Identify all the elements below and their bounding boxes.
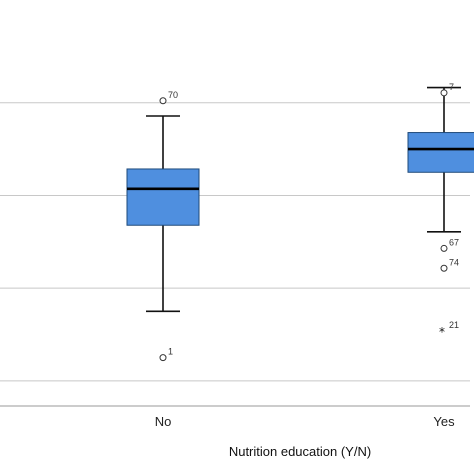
outlier-circle-yes-67 (440, 244, 448, 252)
outlier-star-yes-21: * (439, 325, 445, 339)
category-label-no: No (155, 414, 172, 429)
outlier-circle-no-1 (159, 354, 167, 362)
outlier-circle-yes-7 (440, 89, 448, 97)
outlier-label-no-70: 70 (168, 90, 178, 100)
outlier-label-yes-21: 21 (449, 320, 459, 330)
box-yes (407, 132, 474, 173)
outlier-label-yes-74: 74 (449, 257, 459, 267)
outlier-circle-no-70 (159, 97, 167, 105)
outlier-label-yes-67: 67 (449, 237, 459, 247)
plot-layer: * (126, 86, 474, 362)
outlier-label-yes-7: 7 (449, 82, 454, 92)
label-layer: 70 1 No 7 67 74 21 Yes (155, 82, 459, 429)
box-no (126, 168, 200, 226)
grid-layer (0, 102, 470, 407)
outlier-circle-yes-74 (440, 264, 448, 272)
x-axis-title: Nutrition education (Y/N) (229, 444, 371, 459)
outlier-label-no-1: 1 (168, 347, 173, 357)
category-label-yes: Yes (433, 414, 455, 429)
